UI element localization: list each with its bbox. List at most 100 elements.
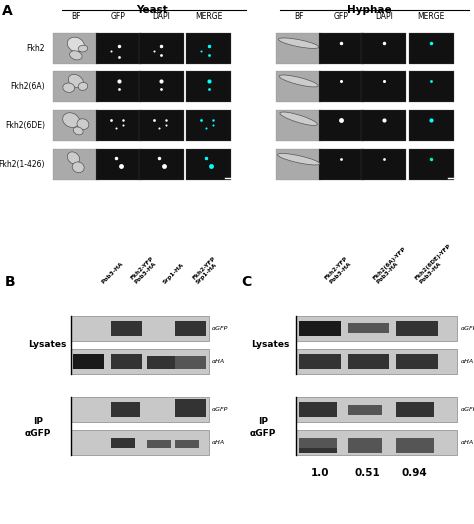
- Text: Srp1-HA: Srp1-HA: [163, 262, 185, 285]
- Text: αGFP: αGFP: [461, 407, 474, 412]
- Text: IP: IP: [258, 417, 268, 425]
- FancyBboxPatch shape: [186, 71, 231, 102]
- Text: C: C: [242, 275, 252, 289]
- FancyBboxPatch shape: [53, 71, 99, 102]
- Text: A: A: [2, 4, 13, 18]
- FancyBboxPatch shape: [361, 71, 407, 102]
- Text: Lysates: Lysates: [251, 340, 289, 350]
- FancyBboxPatch shape: [186, 110, 231, 141]
- FancyBboxPatch shape: [396, 447, 434, 453]
- Text: Lysates: Lysates: [28, 340, 66, 350]
- FancyBboxPatch shape: [276, 71, 321, 102]
- FancyBboxPatch shape: [71, 348, 209, 374]
- Text: Fkh2(6DE): Fkh2(6DE): [5, 121, 45, 130]
- FancyBboxPatch shape: [71, 397, 209, 422]
- FancyBboxPatch shape: [186, 33, 231, 64]
- FancyBboxPatch shape: [409, 149, 454, 180]
- FancyBboxPatch shape: [96, 33, 141, 64]
- FancyBboxPatch shape: [138, 33, 184, 64]
- FancyBboxPatch shape: [111, 438, 135, 447]
- FancyBboxPatch shape: [138, 149, 184, 180]
- FancyBboxPatch shape: [409, 110, 454, 141]
- FancyBboxPatch shape: [147, 440, 171, 447]
- FancyBboxPatch shape: [276, 149, 321, 180]
- FancyBboxPatch shape: [276, 33, 321, 64]
- Ellipse shape: [67, 152, 80, 164]
- Text: DAPI: DAPI: [375, 12, 393, 21]
- FancyBboxPatch shape: [361, 149, 407, 180]
- FancyBboxPatch shape: [175, 399, 206, 417]
- Text: αGFP: αGFP: [25, 429, 51, 438]
- Ellipse shape: [70, 51, 82, 60]
- Text: DAPI: DAPI: [152, 12, 170, 21]
- Text: Fkh2-YFP
Pob3-HA: Fkh2-YFP Pob3-HA: [130, 256, 159, 285]
- Ellipse shape: [73, 127, 83, 135]
- FancyBboxPatch shape: [409, 71, 454, 102]
- Ellipse shape: [78, 82, 88, 91]
- FancyBboxPatch shape: [96, 71, 141, 102]
- Text: αHA: αHA: [212, 359, 225, 364]
- FancyBboxPatch shape: [361, 110, 407, 141]
- Ellipse shape: [63, 113, 80, 127]
- FancyBboxPatch shape: [276, 110, 321, 141]
- Text: Fkh2-YFP
Pob3-HA: Fkh2-YFP Pob3-HA: [324, 256, 353, 285]
- FancyBboxPatch shape: [71, 315, 209, 341]
- Ellipse shape: [68, 74, 83, 88]
- Text: Fkh2(6A): Fkh2(6A): [10, 82, 45, 91]
- FancyBboxPatch shape: [53, 33, 99, 64]
- FancyBboxPatch shape: [53, 149, 99, 180]
- Text: GFP: GFP: [334, 12, 349, 21]
- Text: 0.94: 0.94: [402, 468, 428, 478]
- Text: Fkh2: Fkh2: [27, 44, 45, 53]
- Ellipse shape: [72, 162, 84, 173]
- Text: 0.51: 0.51: [355, 468, 380, 478]
- FancyBboxPatch shape: [111, 321, 142, 336]
- Text: αGFP: αGFP: [212, 326, 228, 331]
- FancyBboxPatch shape: [348, 323, 389, 333]
- FancyBboxPatch shape: [299, 438, 337, 450]
- FancyBboxPatch shape: [175, 321, 206, 336]
- Text: αHA: αHA: [212, 440, 225, 445]
- Text: B: B: [5, 275, 15, 289]
- Ellipse shape: [77, 119, 89, 129]
- Ellipse shape: [78, 45, 88, 52]
- FancyBboxPatch shape: [299, 447, 337, 453]
- Text: MERGE: MERGE: [195, 12, 222, 21]
- FancyBboxPatch shape: [348, 438, 382, 450]
- FancyBboxPatch shape: [73, 354, 104, 369]
- Ellipse shape: [278, 38, 319, 48]
- FancyBboxPatch shape: [175, 440, 199, 447]
- Text: Pob3-HA: Pob3-HA: [101, 261, 125, 285]
- Text: Hyphae: Hyphae: [347, 5, 392, 15]
- FancyBboxPatch shape: [138, 110, 184, 141]
- FancyBboxPatch shape: [396, 438, 434, 450]
- FancyBboxPatch shape: [348, 447, 382, 453]
- FancyBboxPatch shape: [296, 430, 457, 455]
- FancyBboxPatch shape: [396, 354, 438, 369]
- FancyBboxPatch shape: [138, 71, 184, 102]
- FancyBboxPatch shape: [53, 110, 99, 141]
- Text: Fkh2(6A)-YFP
Pob3-HA: Fkh2(6A)-YFP Pob3-HA: [372, 246, 411, 285]
- FancyBboxPatch shape: [111, 354, 142, 369]
- FancyBboxPatch shape: [409, 33, 454, 64]
- Text: MERGE: MERGE: [418, 12, 445, 21]
- FancyBboxPatch shape: [96, 149, 141, 180]
- FancyBboxPatch shape: [396, 321, 438, 336]
- Text: BF: BF: [71, 12, 81, 21]
- Text: αGFP: αGFP: [250, 429, 276, 438]
- FancyBboxPatch shape: [296, 315, 457, 341]
- Text: Yeast: Yeast: [136, 5, 167, 15]
- Text: αHA: αHA: [461, 440, 474, 445]
- Ellipse shape: [279, 75, 318, 87]
- FancyBboxPatch shape: [319, 149, 364, 180]
- FancyBboxPatch shape: [299, 402, 337, 417]
- FancyBboxPatch shape: [348, 354, 389, 369]
- Ellipse shape: [280, 112, 317, 125]
- Ellipse shape: [278, 154, 319, 165]
- FancyBboxPatch shape: [319, 33, 364, 64]
- Text: αHA: αHA: [461, 359, 474, 364]
- FancyBboxPatch shape: [96, 110, 141, 141]
- Text: Fkh2(1-426): Fkh2(1-426): [0, 160, 45, 169]
- FancyBboxPatch shape: [348, 405, 382, 414]
- FancyBboxPatch shape: [361, 33, 407, 64]
